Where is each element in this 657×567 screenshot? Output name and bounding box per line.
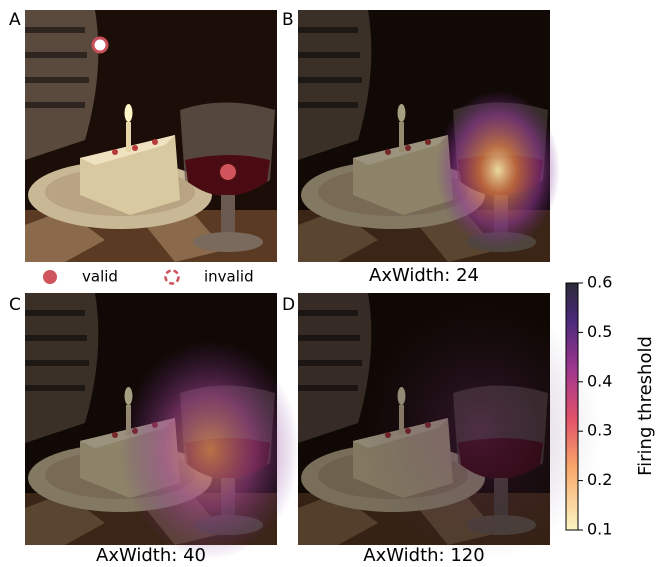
page: A B AxWidth: 24 C AxWidth: 40 D AxWidth:… <box>0 0 657 567</box>
panel-a: A <box>9 10 277 262</box>
colorbar-label: Firing threshold <box>635 336 656 476</box>
invalid-marker <box>93 38 107 52</box>
panel-c: C AxWidth: 40 <box>9 293 300 566</box>
panel-letter: B <box>282 10 294 30</box>
colorbar-scale <box>566 283 578 530</box>
legend-label: valid <box>82 268 118 286</box>
panel-letter: C <box>9 295 21 315</box>
legend-invalid-marker <box>166 271 179 284</box>
panel-letter: A <box>9 10 21 30</box>
tick-label: 0.5 <box>587 322 612 341</box>
panel-caption: AxWidth: 24 <box>369 265 479 286</box>
figure: A B AxWidth: 24 C AxWidth: 40 D AxWidth:… <box>0 0 657 567</box>
valid-marker <box>220 164 236 180</box>
tick-label: 0.2 <box>587 470 612 489</box>
panel-caption: AxWidth: 120 <box>363 545 484 566</box>
panel-b: B AxWidth: 24 <box>282 10 560 286</box>
panel-d: D AxWidth: 120 <box>282 293 600 566</box>
tick-label: 0.6 <box>587 273 612 292</box>
tick-label: 0.4 <box>587 371 612 390</box>
panel-letter: D <box>282 295 295 315</box>
legend-valid-marker <box>43 270 57 284</box>
tick-label: 0.1 <box>587 520 612 539</box>
panel-caption: AxWidth: 40 <box>96 545 206 566</box>
legend-label: invalid <box>204 268 254 286</box>
tick-label: 0.3 <box>587 421 612 440</box>
legend: valid invalid <box>43 268 254 286</box>
